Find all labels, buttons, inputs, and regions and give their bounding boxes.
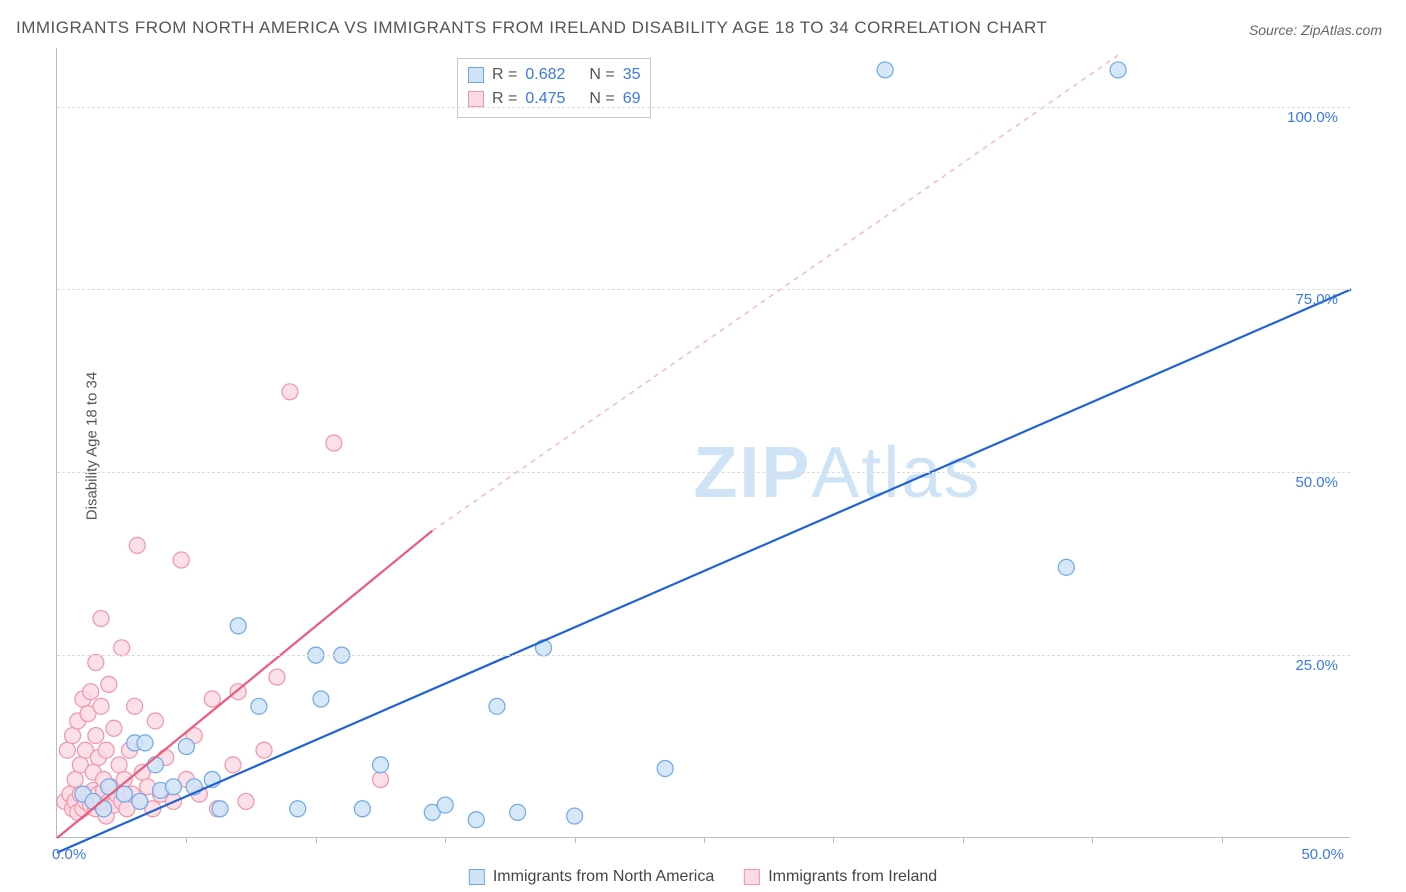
scatter-point-north-america — [657, 761, 673, 777]
y-tick-label: 50.0% — [1295, 474, 1338, 491]
source-attribution: Source: ZipAtlas.com — [1249, 22, 1382, 38]
scatter-point-ireland — [67, 771, 83, 787]
scatter-point-ireland — [129, 537, 145, 553]
scatter-point-ireland — [88, 728, 104, 744]
scatter-point-ireland — [127, 698, 143, 714]
scatter-point-north-america — [313, 691, 329, 707]
scatter-point-ireland — [106, 720, 122, 736]
scatter-point-north-america — [437, 797, 453, 813]
chart-title: IMMIGRANTS FROM NORTH AMERICA VS IMMIGRA… — [16, 18, 1047, 38]
x-tick-mark — [704, 837, 705, 843]
scatter-point-north-america — [373, 757, 389, 773]
scatter-point-north-america — [212, 801, 228, 817]
legend-item: Immigrants from North America — [469, 868, 714, 886]
scatter-point-ireland — [93, 611, 109, 627]
scatter-point-north-america — [567, 808, 583, 824]
n-label: N = — [589, 63, 614, 87]
scatter-point-ireland — [147, 713, 163, 729]
grid-line-horizontal — [57, 289, 1350, 290]
scatter-point-north-america — [230, 618, 246, 634]
scatter-point-north-america — [1058, 559, 1074, 575]
scatter-point-ireland — [373, 771, 389, 787]
scatter-point-north-america — [147, 757, 163, 773]
scatter-point-ireland — [256, 742, 272, 758]
legend-item: Immigrants from Ireland — [744, 868, 937, 886]
scatter-point-north-america — [468, 812, 484, 828]
r-label: R = — [492, 63, 517, 87]
scatter-point-ireland — [225, 757, 241, 773]
scatter-point-ireland — [114, 640, 130, 656]
scatter-point-ireland — [282, 384, 298, 400]
x-tick-mark — [833, 837, 834, 843]
correlation-row: R = 0.682 N = 35 — [468, 63, 640, 87]
scatter-point-ireland — [101, 676, 117, 692]
legend-swatch-icon — [468, 67, 484, 83]
legend-swatch-icon — [469, 869, 485, 885]
source-label: Source: — [1249, 22, 1297, 38]
x-tick-mark — [186, 837, 187, 843]
scatter-point-ireland — [326, 435, 342, 451]
x-tick-mark — [1222, 837, 1223, 843]
scatter-point-north-america — [137, 735, 153, 751]
scatter-point-north-america — [165, 779, 181, 795]
y-tick-label: 75.0% — [1295, 291, 1338, 308]
series-legend: Immigrants from North America Immigrants … — [469, 868, 937, 886]
scatter-point-north-america — [251, 698, 267, 714]
trend-line-ireland-dashed — [432, 55, 1118, 530]
y-tick-label: 25.0% — [1295, 657, 1338, 674]
legend-swatch-icon — [468, 91, 484, 107]
x-tick-mark — [445, 837, 446, 843]
scatter-point-ireland — [59, 742, 75, 758]
x-tick-label: 50.0% — [1301, 846, 1344, 863]
x-tick-mark — [963, 837, 964, 843]
y-tick-label: 100.0% — [1287, 109, 1338, 126]
scatter-point-ireland — [173, 552, 189, 568]
scatter-point-north-america — [489, 698, 505, 714]
scatter-point-north-america — [1110, 62, 1126, 78]
source-link[interactable]: ZipAtlas.com — [1301, 22, 1382, 38]
scatter-point-ireland — [204, 691, 220, 707]
scatter-point-north-america — [877, 62, 893, 78]
n-value: 35 — [623, 63, 641, 87]
chart-svg — [57, 48, 1350, 837]
legend-label: Immigrants from Ireland — [768, 868, 937, 886]
x-tick-mark — [1092, 837, 1093, 843]
r-value: 0.682 — [525, 63, 581, 87]
scatter-point-north-america — [510, 804, 526, 820]
scatter-point-north-america — [178, 739, 194, 755]
grid-line-horizontal — [57, 107, 1350, 108]
scatter-point-ireland — [88, 654, 104, 670]
plot-area: ZIPAtlas R =0.682N =35R =0.475N =69 25.0… — [56, 48, 1350, 838]
trend-line-north-america — [57, 289, 1351, 852]
grid-line-horizontal — [57, 472, 1350, 473]
x-tick-mark — [316, 837, 317, 843]
legend-label: Immigrants from North America — [493, 868, 714, 886]
x-tick-mark — [575, 837, 576, 843]
scatter-point-ireland — [65, 728, 81, 744]
scatter-point-ireland — [83, 684, 99, 700]
x-tick-label: 0.0% — [52, 846, 86, 863]
scatter-point-ireland — [269, 669, 285, 685]
scatter-point-ireland — [238, 793, 254, 809]
scatter-point-ireland — [111, 757, 127, 773]
correlation-legend: R =0.682N =35R =0.475N =69 — [457, 58, 651, 118]
grid-line-horizontal — [57, 655, 1350, 656]
scatter-point-north-america — [290, 801, 306, 817]
scatter-point-ireland — [93, 698, 109, 714]
scatter-point-north-america — [132, 793, 148, 809]
scatter-point-ireland — [98, 742, 114, 758]
legend-swatch-icon — [744, 869, 760, 885]
scatter-point-north-america — [354, 801, 370, 817]
